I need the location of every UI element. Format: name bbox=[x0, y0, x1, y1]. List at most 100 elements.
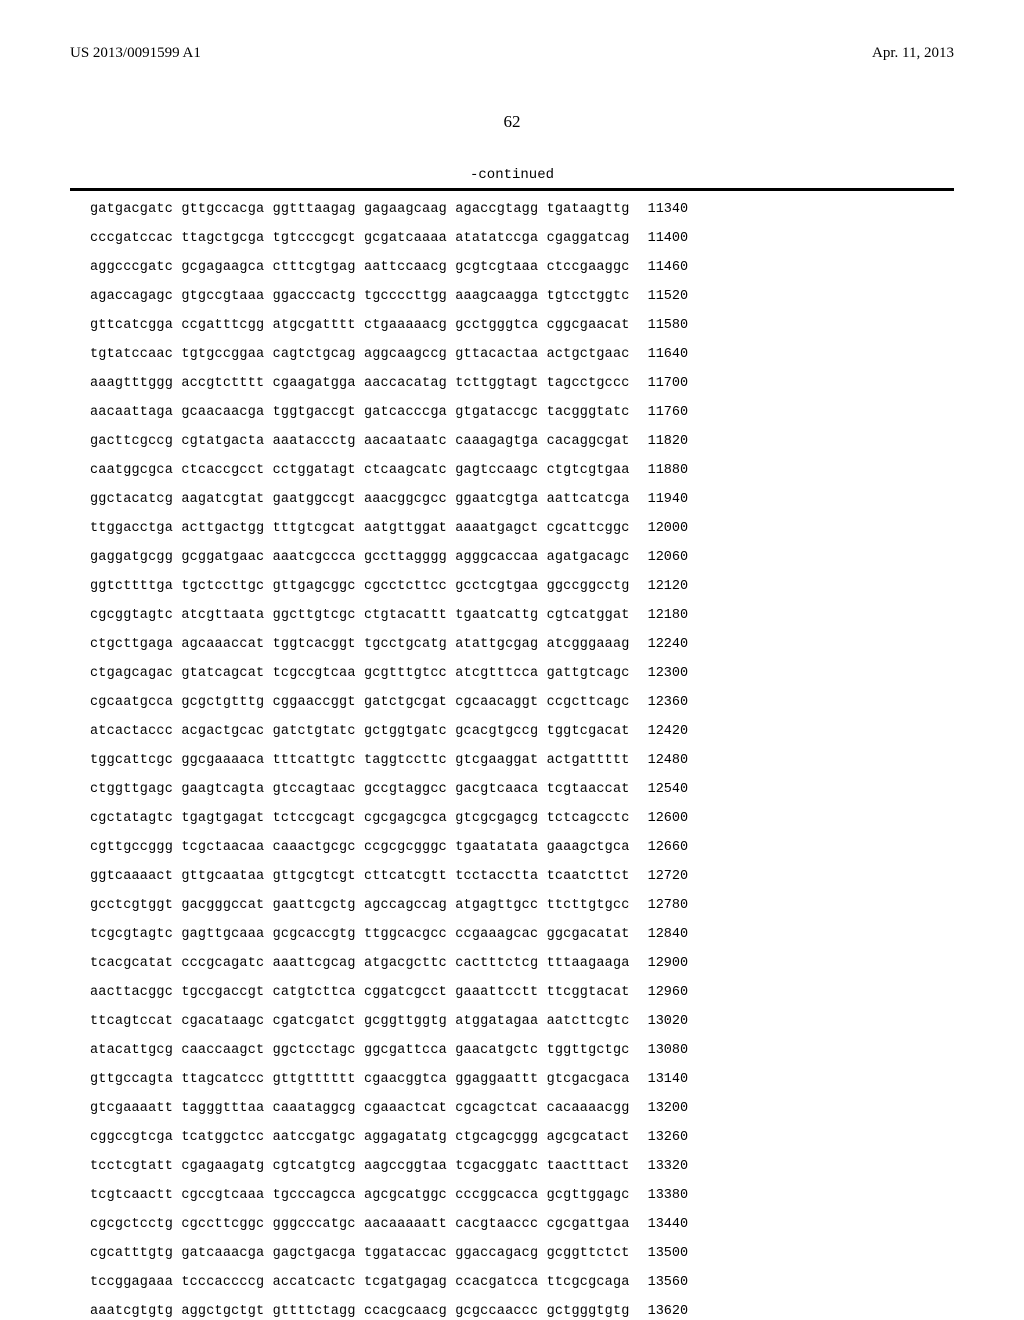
sequence-line: atacattgcg caaccaagct ggctcctagc ggcgatt… bbox=[90, 1044, 954, 1058]
sequence-line: cccgatccac ttagctgcga tgtcccgcgt gcgatca… bbox=[90, 232, 954, 246]
sequence-groups: gttgccagta ttagcatccc gttgtttttt cgaacgg… bbox=[90, 1073, 630, 1087]
sequence-line: gtcgaaaatt tagggtttaa caaataggcg cgaaact… bbox=[90, 1102, 954, 1116]
sequence-position: 11880 bbox=[648, 464, 689, 478]
sequence-groups: tcctcgtatt cgagaagatg cgtcatgtcg aagccgg… bbox=[90, 1160, 630, 1174]
sequence-groups: cgctatagtc tgagtgagat tctccgcagt cgcgagc… bbox=[90, 812, 630, 826]
sequence-line: tgtatccaac tgtgccggaa cagtctgcag aggcaag… bbox=[90, 348, 954, 362]
sequence-position: 11520 bbox=[648, 290, 689, 304]
sequence-groups: aacttacggc tgccgaccgt catgtcttca cggatcg… bbox=[90, 986, 630, 1000]
sequence-position: 12360 bbox=[648, 696, 689, 710]
sequence-line: ggtcaaaact gttgcaataa gttgcgtcgt cttcatc… bbox=[90, 870, 954, 884]
sequence-position: 11580 bbox=[648, 319, 689, 333]
sequence-position: 13560 bbox=[648, 1276, 689, 1290]
sequence-line: atcactaccc acgactgcac gatctgtatc gctggtg… bbox=[90, 725, 954, 739]
sequence-groups: ttcagtccat cgacataagc cgatcgatct gcggttg… bbox=[90, 1015, 630, 1029]
sequence-groups: tgtatccaac tgtgccggaa cagtctgcag aggcaag… bbox=[90, 348, 630, 362]
sequence-line: tcctcgtatt cgagaagatg cgtcatgtcg aagccgg… bbox=[90, 1160, 954, 1174]
sequence-position: 13260 bbox=[648, 1131, 689, 1145]
sequence-position: 11640 bbox=[648, 348, 689, 362]
sequence-position: 13140 bbox=[648, 1073, 689, 1087]
sequence-groups: gtcgaaaatt tagggtttaa caaataggcg cgaaact… bbox=[90, 1102, 630, 1116]
sequence-position: 13380 bbox=[648, 1189, 689, 1203]
sequence-position: 11460 bbox=[648, 261, 689, 275]
sequence-line: gacttcgccg cgtatgacta aaataccctg aacaata… bbox=[90, 435, 954, 449]
sequence-line: ttcagtccat cgacataagc cgatcgatct gcggttg… bbox=[90, 1015, 954, 1029]
sequence-groups: ctgcttgaga agcaaaccat tggtcacggt tgcctgc… bbox=[90, 638, 630, 652]
sequence-line: cgcatttgtg gatcaaacga gagctgacga tggatac… bbox=[90, 1247, 954, 1261]
sequence-line: gcctcgtggt gacgggccat gaattcgctg agccagc… bbox=[90, 899, 954, 913]
sequence-groups: agaccagagc gtgccgtaaa ggacccactg tgcccct… bbox=[90, 290, 630, 304]
sequence-position: 13200 bbox=[648, 1102, 689, 1116]
sequence-groups: gacttcgccg cgtatgacta aaataccctg aacaata… bbox=[90, 435, 630, 449]
sequence-groups: aggcccgatc gcgagaagca ctttcgtgag aattcca… bbox=[90, 261, 630, 275]
sequence-groups: caatggcgca ctcaccgcct cctggatagt ctcaagc… bbox=[90, 464, 630, 478]
sequence-position: 13320 bbox=[648, 1160, 689, 1174]
sequence-groups: ggctacatcg aagatcgtat gaatggccgt aaacggc… bbox=[90, 493, 630, 507]
sequence-line: gttgccagta ttagcatccc gttgtttttt cgaacgg… bbox=[90, 1073, 954, 1087]
sequence-groups: gatgacgatc gttgccacga ggtttaagag gagaagc… bbox=[90, 203, 630, 217]
sequence-position: 11760 bbox=[648, 406, 689, 420]
continued-label: -continued bbox=[70, 167, 954, 183]
sequence-line: cgcggtagtc atcgttaata ggcttgtcgc ctgtaca… bbox=[90, 609, 954, 623]
sequence-position: 13620 bbox=[648, 1305, 689, 1319]
sequence-groups: atacattgcg caaccaagct ggctcctagc ggcgatt… bbox=[90, 1044, 630, 1058]
sequence-groups: ggtcttttga tgctccttgc gttgagcggc cgcctct… bbox=[90, 580, 630, 594]
sequence-groups: ttggacctga acttgactgg tttgtcgcat aatgttg… bbox=[90, 522, 630, 536]
sequence-position: 11700 bbox=[648, 377, 689, 391]
sequence-line: ggctacatcg aagatcgtat gaatggccgt aaacggc… bbox=[90, 493, 954, 507]
sequence-position: 12720 bbox=[648, 870, 689, 884]
divider bbox=[70, 188, 954, 191]
sequence-position: 12540 bbox=[648, 783, 689, 797]
sequence-groups: tggcattcgc ggcgaaaaca tttcattgtc taggtcc… bbox=[90, 754, 630, 768]
sequence-groups: ctggttgagc gaagtcagta gtccagtaac gccgtag… bbox=[90, 783, 630, 797]
sequence-line: tcacgcatat cccgcagatc aaattcgcag atgacgc… bbox=[90, 957, 954, 971]
sequence-groups: aacaattaga gcaacaacga tggtgaccgt gatcacc… bbox=[90, 406, 630, 420]
sequence-line: tggcattcgc ggcgaaaaca tttcattgtc taggtcc… bbox=[90, 754, 954, 768]
publication-number: US 2013/0091599 A1 bbox=[70, 45, 201, 62]
sequence-position: 11340 bbox=[648, 203, 689, 217]
sequence-line: aacttacggc tgccgaccgt catgtcttca cggatcg… bbox=[90, 986, 954, 1000]
sequence-position: 12000 bbox=[648, 522, 689, 536]
sequence-line: cgctatagtc tgagtgagat tctccgcagt cgcgagc… bbox=[90, 812, 954, 826]
sequence-position: 12120 bbox=[648, 580, 689, 594]
sequence-line: ctggttgagc gaagtcagta gtccagtaac gccgtag… bbox=[90, 783, 954, 797]
sequence-line: gttcatcgga ccgatttcgg atgcgatttt ctgaaaa… bbox=[90, 319, 954, 333]
sequence-position: 12420 bbox=[648, 725, 689, 739]
sequence-line: tcgtcaactt cgccgtcaaa tgcccagcca agcgcat… bbox=[90, 1189, 954, 1203]
sequence-line: cgttgccggg tcgctaacaa caaactgcgc ccgcgcg… bbox=[90, 841, 954, 855]
sequence-position: 11940 bbox=[648, 493, 689, 507]
sequence-groups: aaatcgtgtg aggctgctgt gttttctagg ccacgca… bbox=[90, 1305, 630, 1319]
sequence-line: gaggatgcgg gcggatgaac aaatcgccca gccttag… bbox=[90, 551, 954, 565]
sequence-line: aacaattaga gcaacaacga tggtgaccgt gatcacc… bbox=[90, 406, 954, 420]
sequence-line: tcgcgtagtc gagttgcaaa gcgcaccgtg ttggcac… bbox=[90, 928, 954, 942]
sequence-groups: tcacgcatat cccgcagatc aaattcgcag atgacgc… bbox=[90, 957, 630, 971]
sequence-line: gatgacgatc gttgccacga ggtttaagag gagaagc… bbox=[90, 203, 954, 217]
sequence-groups: cgcggtagtc atcgttaata ggcttgtcgc ctgtaca… bbox=[90, 609, 630, 623]
sequence-line: ttggacctga acttgactgg tttgtcgcat aatgttg… bbox=[90, 522, 954, 536]
sequence-groups: gcctcgtggt gacgggccat gaattcgctg agccagc… bbox=[90, 899, 630, 913]
sequence-line: agaccagagc gtgccgtaaa ggacccactg tgcccct… bbox=[90, 290, 954, 304]
sequence-position: 12660 bbox=[648, 841, 689, 855]
sequence-line: aaagtttggg accgtctttt cgaagatgga aaccaca… bbox=[90, 377, 954, 391]
sequence-position: 12480 bbox=[648, 754, 689, 768]
publication-date: Apr. 11, 2013 bbox=[872, 45, 954, 62]
sequence-container: gatgacgatc gttgccacga ggtttaagag gagaagc… bbox=[90, 203, 954, 1319]
page-number: 62 bbox=[70, 112, 954, 132]
sequence-line: cggccgtcga tcatggctcc aatccgatgc aggagat… bbox=[90, 1131, 954, 1145]
sequence-position: 12060 bbox=[648, 551, 689, 565]
sequence-line: caatggcgca ctcaccgcct cctggatagt ctcaagc… bbox=[90, 464, 954, 478]
sequence-groups: cgcgctcctg cgccttcggc gggcccatgc aacaaaa… bbox=[90, 1218, 630, 1232]
sequence-position: 11400 bbox=[648, 232, 689, 246]
sequence-groups: cgcatttgtg gatcaaacga gagctgacga tggatac… bbox=[90, 1247, 630, 1261]
sequence-groups: aaagtttggg accgtctttt cgaagatgga aaccaca… bbox=[90, 377, 630, 391]
sequence-position: 13080 bbox=[648, 1044, 689, 1058]
sequence-line: ctgcttgaga agcaaaccat tggtcacggt tgcctgc… bbox=[90, 638, 954, 652]
sequence-groups: tcgtcaactt cgccgtcaaa tgcccagcca agcgcat… bbox=[90, 1189, 630, 1203]
sequence-groups: ggtcaaaact gttgcaataa gttgcgtcgt cttcatc… bbox=[90, 870, 630, 884]
sequence-line: tccggagaaa tcccaccccg accatcactc tcgatga… bbox=[90, 1276, 954, 1290]
sequence-position: 12240 bbox=[648, 638, 689, 652]
sequence-line: aaatcgtgtg aggctgctgt gttttctagg ccacgca… bbox=[90, 1305, 954, 1319]
sequence-position: 11820 bbox=[648, 435, 689, 449]
sequence-position: 12840 bbox=[648, 928, 689, 942]
sequence-groups: tccggagaaa tcccaccccg accatcactc tcgatga… bbox=[90, 1276, 630, 1290]
